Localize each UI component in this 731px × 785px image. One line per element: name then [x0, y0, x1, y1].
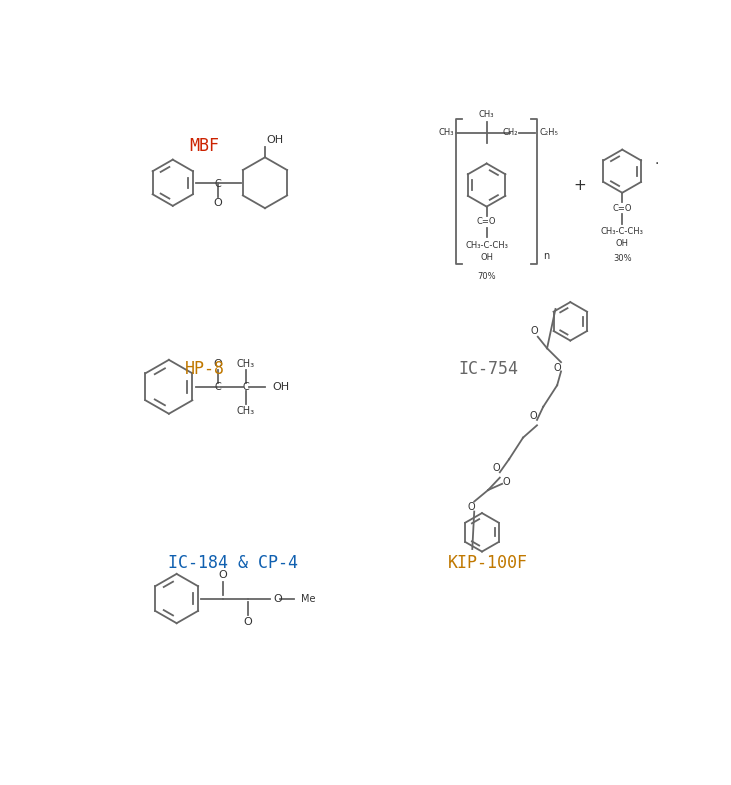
Text: CH₃: CH₃ — [439, 128, 454, 137]
Text: C=O: C=O — [477, 217, 496, 226]
Text: O: O — [273, 593, 282, 604]
Text: C=O: C=O — [613, 203, 632, 213]
Text: 30%: 30% — [613, 254, 632, 263]
Text: O: O — [213, 359, 222, 369]
Text: C: C — [214, 179, 221, 189]
Text: O: O — [492, 463, 500, 473]
Text: +: + — [573, 177, 586, 192]
Text: C: C — [242, 382, 249, 392]
Text: O: O — [503, 477, 510, 487]
Text: KIP-100F: KIP-100F — [448, 553, 528, 571]
Text: HP-8: HP-8 — [185, 360, 224, 378]
Text: O: O — [553, 363, 561, 374]
Text: CH₃: CH₃ — [237, 406, 254, 416]
Text: CH₃-C-CH₃: CH₃-C-CH₃ — [601, 227, 644, 236]
Text: O: O — [213, 198, 222, 208]
Text: O: O — [467, 502, 475, 512]
Text: CH₃: CH₃ — [237, 359, 254, 369]
Text: OH: OH — [267, 135, 284, 145]
Text: C: C — [214, 382, 221, 392]
Text: OH: OH — [480, 253, 493, 262]
Text: 70%: 70% — [477, 272, 496, 281]
Text: IC-184 & CP-4: IC-184 & CP-4 — [168, 553, 298, 571]
Text: O: O — [243, 617, 252, 626]
Text: OH: OH — [273, 382, 290, 392]
Text: ·: · — [655, 156, 659, 170]
Text: O: O — [531, 327, 539, 336]
Text: C₂H₅: C₂H₅ — [539, 128, 558, 137]
Text: Me: Me — [300, 593, 315, 604]
Text: O: O — [529, 411, 537, 421]
Text: IC-754: IC-754 — [458, 360, 518, 378]
Text: O: O — [219, 571, 227, 580]
Text: CH₃: CH₃ — [479, 110, 494, 119]
Text: n: n — [543, 250, 550, 261]
Text: OH: OH — [616, 239, 629, 248]
Text: CH₃-C-CH₃: CH₃-C-CH₃ — [465, 241, 508, 250]
Text: MBF: MBF — [189, 137, 220, 155]
Text: CH₂: CH₂ — [502, 128, 518, 137]
